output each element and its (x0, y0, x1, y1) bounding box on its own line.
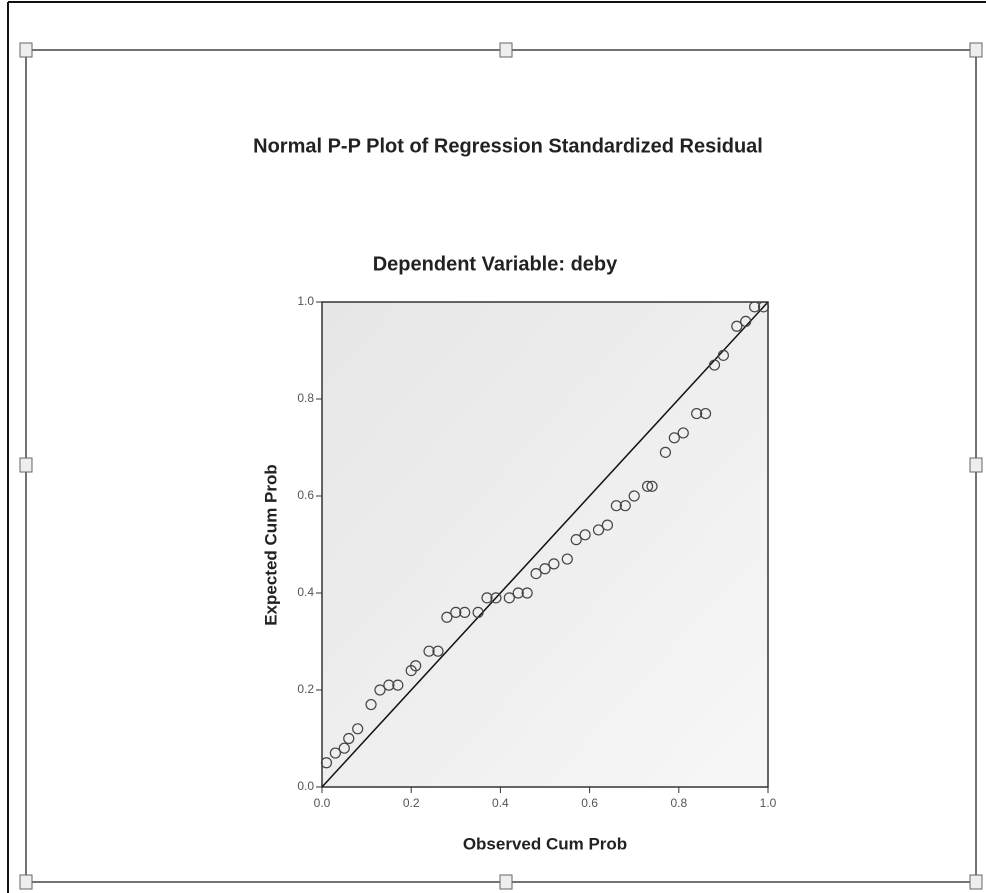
point (338, 742, 350, 754)
point (548, 558, 560, 570)
x-tick-label: 0.0 (314, 796, 331, 810)
point (374, 684, 386, 696)
y-tick-label: 0.2 (297, 682, 314, 696)
handle[interactable] (19, 42, 33, 58)
point (668, 432, 680, 444)
x-tick-label: 0.2 (403, 796, 420, 810)
point (619, 500, 631, 512)
point (392, 679, 404, 691)
point (530, 567, 542, 580)
point (691, 407, 703, 420)
point (352, 723, 364, 735)
handles (19, 42, 983, 890)
y-tick-label: 1.0 (297, 294, 314, 308)
point (432, 645, 444, 657)
point (708, 359, 721, 371)
handle[interactable] (499, 874, 513, 890)
point (503, 592, 515, 604)
x-tick-label: 0.8 (670, 796, 687, 810)
point (610, 500, 622, 512)
point (699, 407, 712, 420)
point (731, 320, 743, 332)
point (343, 732, 355, 745)
point (677, 427, 689, 439)
point (320, 757, 333, 769)
point (539, 563, 551, 575)
x-tick-label: 1.0 (760, 796, 777, 810)
point (628, 490, 640, 502)
point (570, 534, 582, 546)
point (512, 587, 524, 599)
handle[interactable] (969, 874, 983, 890)
point (450, 606, 462, 619)
point (646, 480, 658, 492)
handle[interactable] (969, 457, 983, 473)
handle[interactable] (499, 42, 513, 58)
point (383, 679, 395, 691)
point (459, 606, 471, 619)
handle[interactable] (19, 457, 33, 473)
point (481, 592, 493, 604)
handle[interactable] (969, 42, 983, 58)
chart-title: Normal P-P Plot of Regression Standardiz… (253, 135, 763, 157)
point (579, 529, 591, 541)
point (659, 446, 672, 458)
y-axis-label: Expected Cum Prob (261, 464, 280, 626)
point (490, 592, 502, 604)
point (740, 315, 752, 327)
point (365, 698, 377, 711)
point (561, 553, 573, 565)
x-axis-label: Observed Cum Prob (463, 834, 627, 853)
y-tick-label: 0.4 (297, 585, 314, 599)
point (441, 611, 453, 623)
chart-subtitle: Dependent Variable: deby (373, 253, 618, 275)
point (472, 606, 484, 619)
point (329, 747, 341, 759)
point (757, 301, 770, 313)
reference-line (321, 301, 769, 788)
x-tick-label: 0.6 (581, 796, 598, 810)
point (592, 524, 605, 536)
handle[interactable] (19, 874, 33, 890)
y-tick-label: 0.8 (297, 391, 314, 405)
point (717, 349, 730, 361)
point (641, 480, 654, 492)
point (749, 301, 761, 313)
point (423, 645, 435, 657)
point (410, 660, 422, 672)
point (521, 587, 533, 599)
point (601, 519, 614, 531)
x-tick-label: 0.4 (492, 796, 509, 810)
y-tick-label: 0.6 (297, 488, 314, 502)
y-tick-label: 0.0 (297, 779, 314, 793)
